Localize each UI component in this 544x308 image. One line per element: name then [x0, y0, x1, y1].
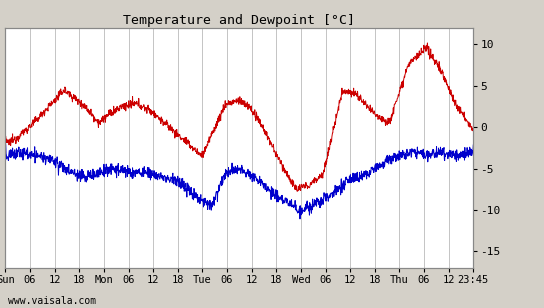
Title: Temperature and Dewpoint [°C]: Temperature and Dewpoint [°C] — [123, 14, 355, 26]
Text: www.vaisala.com: www.vaisala.com — [8, 297, 96, 306]
